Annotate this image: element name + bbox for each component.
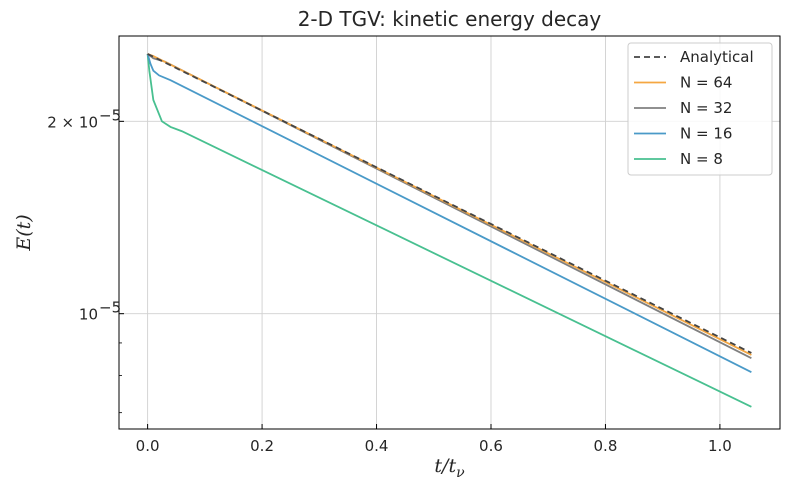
legend-label-3: N = 32 [680,99,732,117]
x-tick-label: 0.4 [365,437,389,455]
series-line-4 [146,53,752,373]
series-line-1 [147,53,752,354]
y-tick-label: 2 × 10 [47,113,98,131]
legend-box [627,42,773,176]
x-tick-label: 1.0 [708,437,732,455]
plot-area-frame [118,35,781,430]
axis-ticks: 0.0 0.2 0.4 0.6 0.8 1.02 × 10 −510 −5 [47,106,732,455]
y-axis-label: E(t) [13,214,35,251]
legend-label-2: N = 64 [680,74,732,92]
legend: Analytical N = 64 N = 32 N = 16 N = 8 [627,42,773,176]
legend-label-1: Analytical [680,48,754,66]
legend-label-4: N = 16 [680,125,732,143]
x-tick-label: 0.6 [479,437,503,455]
series-lines [146,53,752,408]
x-axis-label-main: t/t [434,455,456,477]
x-tick-label: 0.0 [136,437,160,455]
y-tick-label: 10 [79,306,98,324]
series-line-5 [146,53,752,408]
legend-label-5: N = 8 [680,150,723,168]
x-tick-label: 0.8 [594,437,618,455]
y-tick-label-exponent: −5 [99,299,121,317]
y-tick-label-exponent: −5 [99,106,121,124]
x-axis-label-subscript: ν [456,465,465,481]
x-axis-label: t/tν [434,455,465,481]
x-tick-label: 0.2 [250,437,274,455]
chart-title: 2-D TGV: kinetic energy decay [298,7,602,31]
